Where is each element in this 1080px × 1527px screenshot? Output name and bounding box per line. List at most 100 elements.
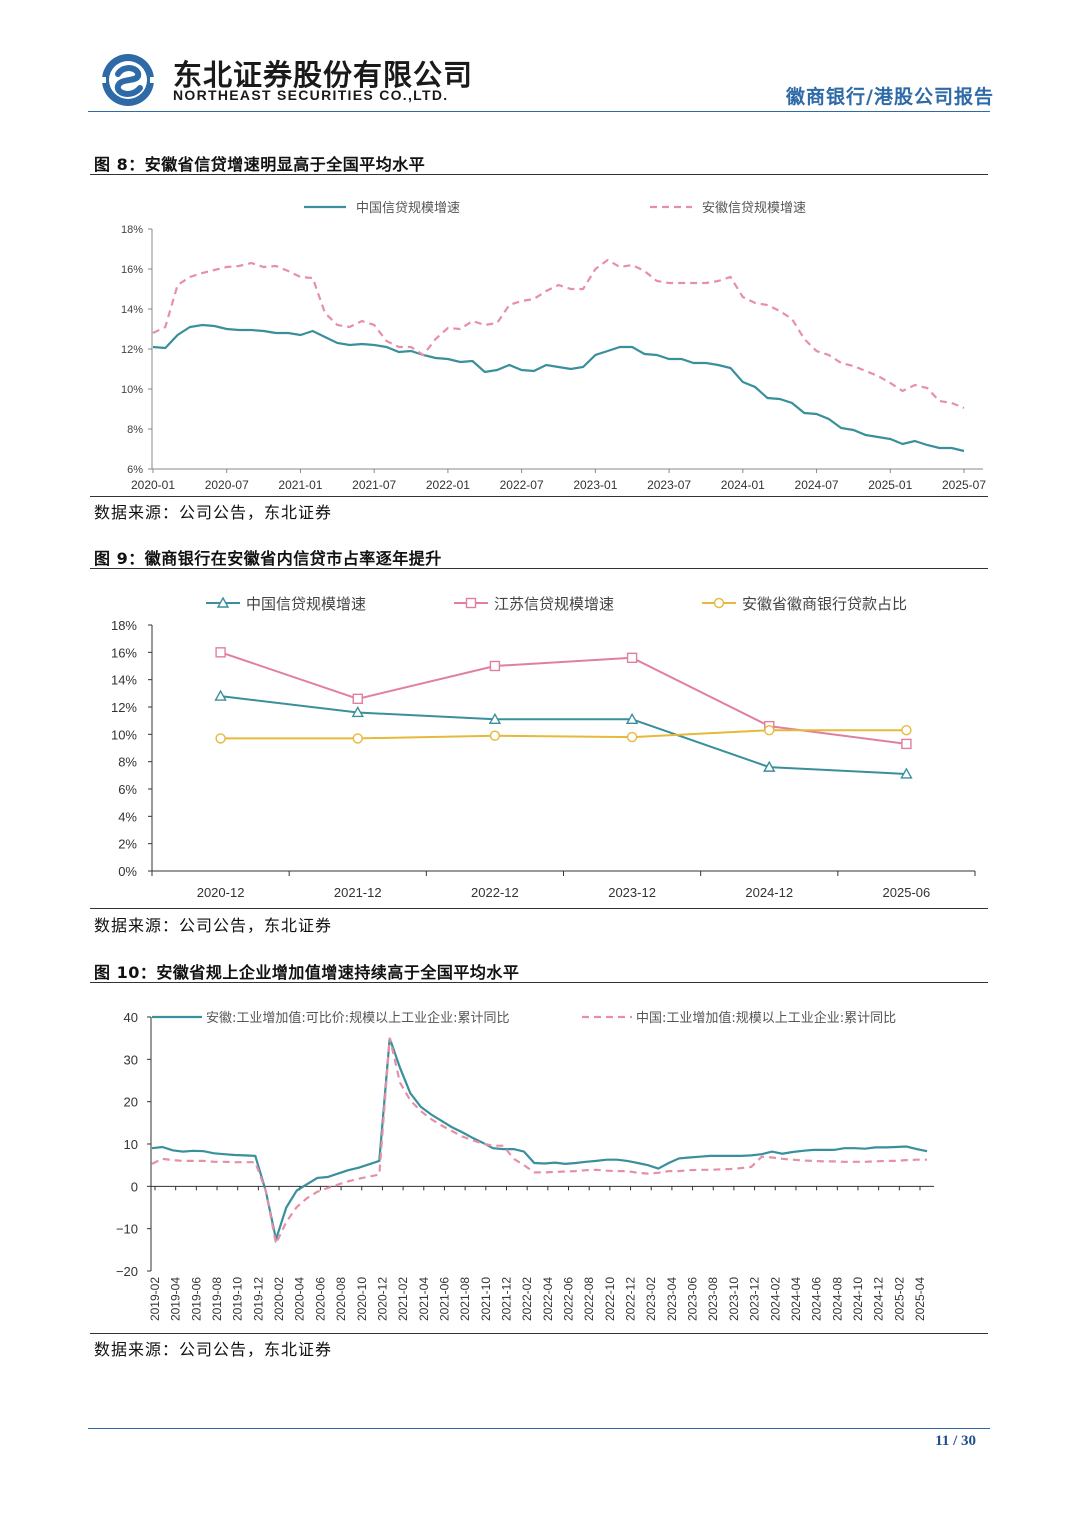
company-name-cn: 东北证券股份有限公司 [173,58,474,92]
series-1-marker [763,760,776,772]
x-tick-label: 2019-02 [148,1277,162,1321]
x-tick-label: 2023-10 [727,1277,741,1321]
y-tick-label: 18% [121,224,143,236]
x-tick-label: 2022-04 [541,1277,555,1321]
x-tick-label: 2024-08 [830,1277,844,1321]
figure-9-title: 图 9：徽商银行在安徽省内信贷市占率逐年提升 [94,549,442,568]
x-tick-label: 2019-04 [169,1277,183,1321]
footer-divider [88,1428,990,1429]
series-1-marker [214,689,227,701]
y-tick-label: 12% [121,344,143,356]
series-line-2 [220,651,907,745]
series-1-marker [351,706,364,718]
x-tick-label: 2023-01 [573,478,617,492]
series-line-1 [151,1037,928,1244]
legend-label-2: 江苏信贷规模增速 [494,595,614,613]
x-tick-label: 2021-10 [479,1277,493,1321]
x-tick-label: 2024-02 [768,1277,782,1321]
series-1-marker [488,712,502,724]
x-tick-label: 2021-01 [278,478,322,492]
series-line-2 [151,1037,927,1247]
y-tick-label: −20 [116,1264,138,1279]
y-tick-label: 0 [131,1179,138,1194]
series-3-marker [215,733,226,744]
x-tick-label: 2022-06 [562,1277,576,1321]
legend-marker-3 [713,597,725,609]
y-tick-label: 10 [124,1137,138,1152]
figure-10-source: 数据来源：公司公告，东北证券 [94,1340,333,1359]
y-tick-label: 14% [111,673,137,688]
x-tick-label: 2024-10 [851,1277,865,1321]
y-tick-label: 20 [124,1095,138,1110]
figure-8-title: 图 8：安徽省信贷增速明显高于全国平均水平 [94,155,426,174]
x-tick-label: 2021-08 [458,1277,472,1321]
series-3-marker [489,730,501,741]
x-tick-label: 2020-01 [131,478,175,492]
legend-label-2: 中国:工业增加值:规模以上工业企业:累计同比 [636,1010,896,1026]
y-tick-label: 40 [124,1010,138,1025]
figure-8-bottom-rule [90,496,988,497]
figure-9-top-rule [90,568,988,569]
series-2-marker [352,693,363,704]
x-tick-label: 2022-02 [520,1277,534,1321]
x-tick-label: 2021-02 [396,1277,410,1321]
series-2-marker [764,720,775,732]
x-tick-label: 2024-01 [721,478,765,492]
x-tick-label: 2022-12 [471,885,519,900]
x-tick-label: 2025-01 [868,478,912,492]
company-name-en: NORTHEAST SECURITIES CO.,LTD. [173,87,449,103]
x-tick-label: 2023-12 [748,1277,762,1321]
x-tick-label: 2023-04 [665,1277,679,1321]
figure-8-top-rule [90,174,988,175]
x-tick-label: 2023-06 [686,1277,700,1321]
x-tick-label: 2021-06 [437,1277,451,1321]
x-tick-label: 2023-08 [706,1277,720,1321]
figure-10-top-rule [90,982,988,983]
y-tick-label: 12% [111,700,137,715]
x-tick-label: 2020-12 [197,885,245,900]
report-title: 徽商银行/港股公司报告 [786,86,994,108]
y-tick-label: 0% [118,864,137,879]
series-1-marker [625,712,639,724]
x-tick-label: 2025-04 [913,1277,927,1321]
x-tick-label: 2024-06 [810,1277,824,1321]
x-tick-label: 2025-07 [942,478,986,492]
x-tick-label: 2022-01 [426,478,470,492]
series-3-marker [901,725,912,736]
y-tick-label: 10% [111,727,137,742]
page-number: 11 / 30 [935,1433,976,1449]
series-line-1 [152,323,965,453]
series-2-marker [901,738,912,750]
figure-10-bottom-rule [90,1333,988,1334]
figure-9-source: 数据来源：公司公告，东北证券 [94,916,333,935]
series-2-marker [626,652,638,663]
y-tick-label: 18% [111,618,137,633]
x-tick-label: 2020-08 [334,1277,348,1321]
x-tick-label: 2023-12 [608,885,656,900]
x-tick-label: 2022-10 [603,1277,617,1321]
y-tick-label: 10% [121,384,143,396]
y-tick-label: 30 [124,1052,138,1067]
legend-label-2: 安徽信贷规模增速 [702,201,806,216]
series-1-marker [900,767,913,779]
x-tick-label: 2024-12 [872,1277,886,1321]
x-tick-label: 2020-12 [375,1277,389,1321]
series-2-marker [215,647,226,658]
x-tick-label: 2025-02 [892,1277,906,1321]
x-tick-label: 2019-10 [231,1277,245,1321]
x-tick-label: 2019-08 [210,1277,224,1321]
x-tick-label: 2024-04 [789,1277,803,1321]
x-tick-label: 2022-07 [500,478,544,492]
x-tick-label: 2022-12 [624,1277,638,1321]
series-line-1 [220,695,907,775]
x-tick-label: 2020-04 [293,1277,307,1321]
x-tick-label: 2020-02 [272,1277,286,1321]
x-tick-label: 2024-07 [795,478,839,492]
y-tick-label: 2% [118,837,137,852]
y-tick-label: 6% [118,782,137,797]
y-tick-label: −10 [116,1222,138,1237]
legend-label-3: 安徽省徽商银行贷款占比 [742,595,907,613]
